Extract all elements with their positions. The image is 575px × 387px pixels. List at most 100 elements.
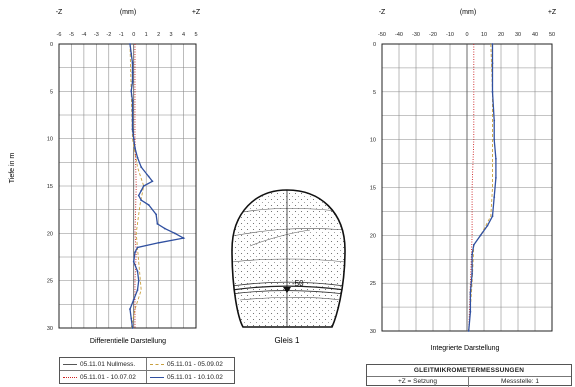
legend-item: 05.11.01 - 10.07.02 xyxy=(60,371,147,383)
left-series-point xyxy=(131,62,134,64)
right-xtick-label: 20 xyxy=(498,32,504,38)
left-series-point xyxy=(131,128,134,131)
right-ytick-label: 25 xyxy=(370,281,376,287)
right-series-point xyxy=(495,157,497,160)
left-series-point xyxy=(134,147,136,150)
left-series-point xyxy=(156,222,159,225)
left-series-point xyxy=(155,213,158,216)
tunnel-outline xyxy=(231,189,346,328)
cross-section-diagram: -50 Gleis 1 xyxy=(231,189,346,345)
info-title: GLEITMIKROMETERMESSUNGEN xyxy=(367,365,571,377)
right-series-point xyxy=(479,234,482,237)
left-xtick-label: 2 xyxy=(157,32,160,38)
right-xtick-label: -40 xyxy=(395,32,403,38)
right-caption: Integrierte Darstellung xyxy=(431,345,500,352)
left-xtick-label: 1 xyxy=(145,32,148,38)
diagram-depth-label: -50 xyxy=(292,279,304,288)
left-xtick-label: 4 xyxy=(182,32,185,38)
legend: 05.11.01 Nullmess. 05.11.01 - 05.09.02 0… xyxy=(59,357,235,384)
left-series-line-2 xyxy=(129,43,145,329)
right-xtick-label: 50 xyxy=(549,32,555,38)
right-ytick-label: 0 xyxy=(373,42,376,48)
legend-item: 05.11.01 - 05.09.02 xyxy=(147,358,234,371)
diagram-caption: Gleis 1 xyxy=(275,336,300,345)
right-plot-area: -50 -40 -30 -20 -10 0 10 20 30 40 50 0 5 10 15 20 25 30 xyxy=(370,32,555,335)
left-xtick-label: -4 xyxy=(81,32,86,38)
right-xtick-label: -30 xyxy=(412,32,420,38)
left-series-point xyxy=(131,327,134,329)
left-series-point xyxy=(137,194,140,197)
right-series-point xyxy=(491,43,494,45)
left-series-point xyxy=(130,90,133,93)
left-xtick-label: -6 xyxy=(57,32,62,38)
differential-chart: -Z (mm) +Z Tiefe in m Differentielle Dar… xyxy=(9,9,201,345)
left-series-point xyxy=(163,227,166,230)
left-series-point xyxy=(131,118,134,121)
left-series-point xyxy=(134,251,136,254)
left-xtick-label: -3 xyxy=(94,32,99,38)
left-series-point xyxy=(130,52,133,55)
left-caption: Differentielle Darstellung xyxy=(90,338,166,345)
left-series-point xyxy=(137,279,140,282)
right-label-plus: +Z xyxy=(548,9,557,16)
legend-swatch xyxy=(150,363,164,365)
right-xtick-label: -50 xyxy=(378,32,386,38)
left-series-point xyxy=(157,241,160,244)
left-series-point xyxy=(132,298,135,301)
legend-item: 05.11.01 Nullmess. xyxy=(60,358,147,371)
left-ytick-label: 10 xyxy=(47,137,53,143)
right-label-minus: -Z xyxy=(379,9,386,16)
right-xtick-label: 30 xyxy=(515,32,521,38)
left-label-minus: -Z xyxy=(56,9,63,16)
right-ytick-label: 15 xyxy=(370,186,376,192)
left-series-point xyxy=(129,308,131,310)
right-series-point xyxy=(491,215,494,218)
right-ytick-label: 10 xyxy=(370,138,376,144)
legend-swatch xyxy=(150,376,164,378)
right-series-point xyxy=(486,224,489,227)
legend-item: 05.11.01 - 10.10.02 xyxy=(147,371,234,383)
left-xtick-label: -1 xyxy=(119,32,124,38)
left-series-point xyxy=(131,99,134,102)
left-xtick-label: 3 xyxy=(170,32,173,38)
left-ytick-label: 5 xyxy=(50,89,53,95)
left-series-point xyxy=(136,270,139,273)
right-xtick-label: 40 xyxy=(532,32,538,38)
right-series-point xyxy=(467,330,470,332)
legend-label: 05.11.01 - 10.10.02 xyxy=(167,373,223,381)
left-series-point xyxy=(131,80,134,83)
legend-swatch xyxy=(63,376,77,378)
left-ytick-label: 30 xyxy=(47,326,53,332)
info-row: +Z = Setzung Messstelle: 1 xyxy=(367,377,571,387)
left-series-point xyxy=(173,232,176,235)
right-series-point xyxy=(469,291,472,294)
left-label-unit: (mm) xyxy=(120,9,136,16)
left-series-point xyxy=(131,71,134,74)
left-xtick-label: 5 xyxy=(194,32,197,38)
right-label-unit: (mm) xyxy=(460,9,476,16)
right-series-point xyxy=(495,177,497,179)
legend-label: 05.11.01 Nullmess. xyxy=(80,360,136,368)
right-series-point xyxy=(493,119,496,122)
right-series-point xyxy=(493,196,496,198)
left-ytick-label: 25 xyxy=(47,279,53,285)
legend-label: 05.11.01 - 10.07.02 xyxy=(80,373,136,381)
left-series-point xyxy=(147,204,150,206)
right-xtick-label: 0 xyxy=(465,32,468,38)
right-xtick-label: -20 xyxy=(429,32,437,38)
right-series-point xyxy=(491,90,494,93)
legend-swatch xyxy=(63,363,77,365)
left-series-point xyxy=(130,317,133,320)
left-label-plus: +Z xyxy=(192,9,201,16)
left-series-point xyxy=(136,289,139,292)
left-ytick-label: 0 xyxy=(50,42,53,48)
left-series-point xyxy=(132,260,135,263)
right-xtick-label: 10 xyxy=(481,32,487,38)
right-ytick-label: 30 xyxy=(370,329,376,335)
left-plot-area: -6 -5 -4 -3 -2 -1 0 1 2 3 4 5 0 5 10 15 20 25 30 xyxy=(47,32,198,332)
right-series-point xyxy=(472,244,475,246)
right-series-point xyxy=(469,310,472,313)
right-xtick-label: -10 xyxy=(446,32,454,38)
left-ytick-label: 15 xyxy=(47,184,53,190)
info-sign-convention: +Z = Setzung xyxy=(367,377,469,387)
